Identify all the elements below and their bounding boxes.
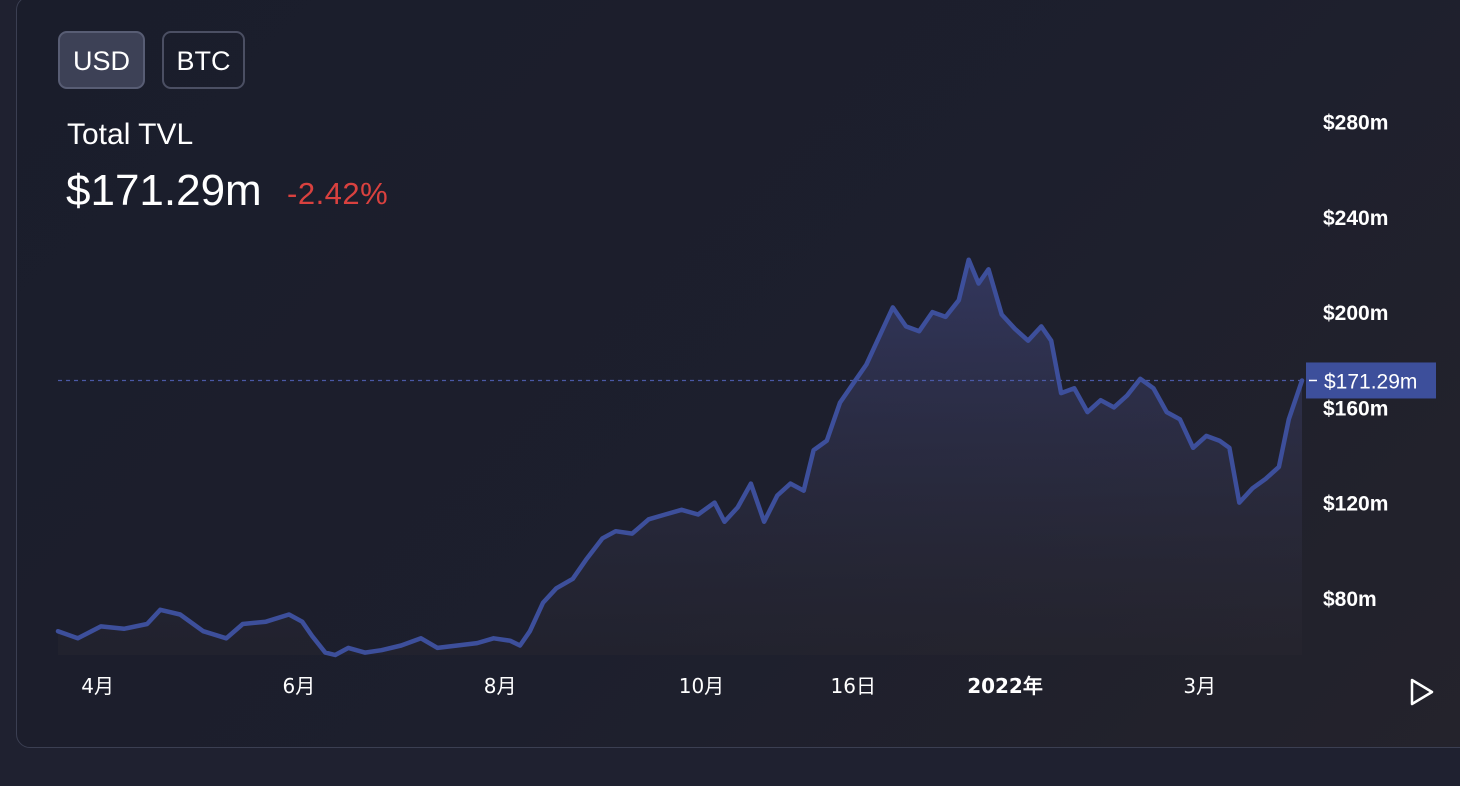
y-tick-label: $160m [1323, 397, 1388, 420]
x-tick-label: 8月 [484, 674, 517, 698]
y-tick-label: $280m [1323, 112, 1388, 135]
current-value-badge [1306, 362, 1436, 399]
x-tick-label: 3月 [1183, 674, 1216, 698]
x-tick-label: 10月 [679, 674, 724, 698]
y-tick-label: $80m [1323, 588, 1377, 611]
x-tick-label: 16日 [831, 674, 876, 698]
x-tick-label: 4月 [81, 674, 114, 698]
y-tick-label: $240m [1323, 207, 1388, 230]
tvl-change: -2.42% [287, 176, 389, 211]
x-tick-label: 2022年 [967, 674, 1043, 698]
y-tick-label: $200m [1323, 302, 1388, 325]
play-icon[interactable] [1409, 678, 1435, 706]
btc-toggle-button[interactable]: BTC [162, 31, 245, 89]
chart-title: Total TVL [67, 118, 194, 151]
x-tick-label: 6月 [283, 674, 316, 698]
y-tick-label: $120m [1323, 493, 1388, 516]
current-value-label: $171.29m [1324, 370, 1417, 393]
tvl-series-line [55, 257, 1305, 658]
tvl-value: $171.29m [66, 166, 262, 215]
tvl-area [58, 259, 1302, 655]
usd-toggle-button[interactable]: USD [58, 31, 145, 89]
